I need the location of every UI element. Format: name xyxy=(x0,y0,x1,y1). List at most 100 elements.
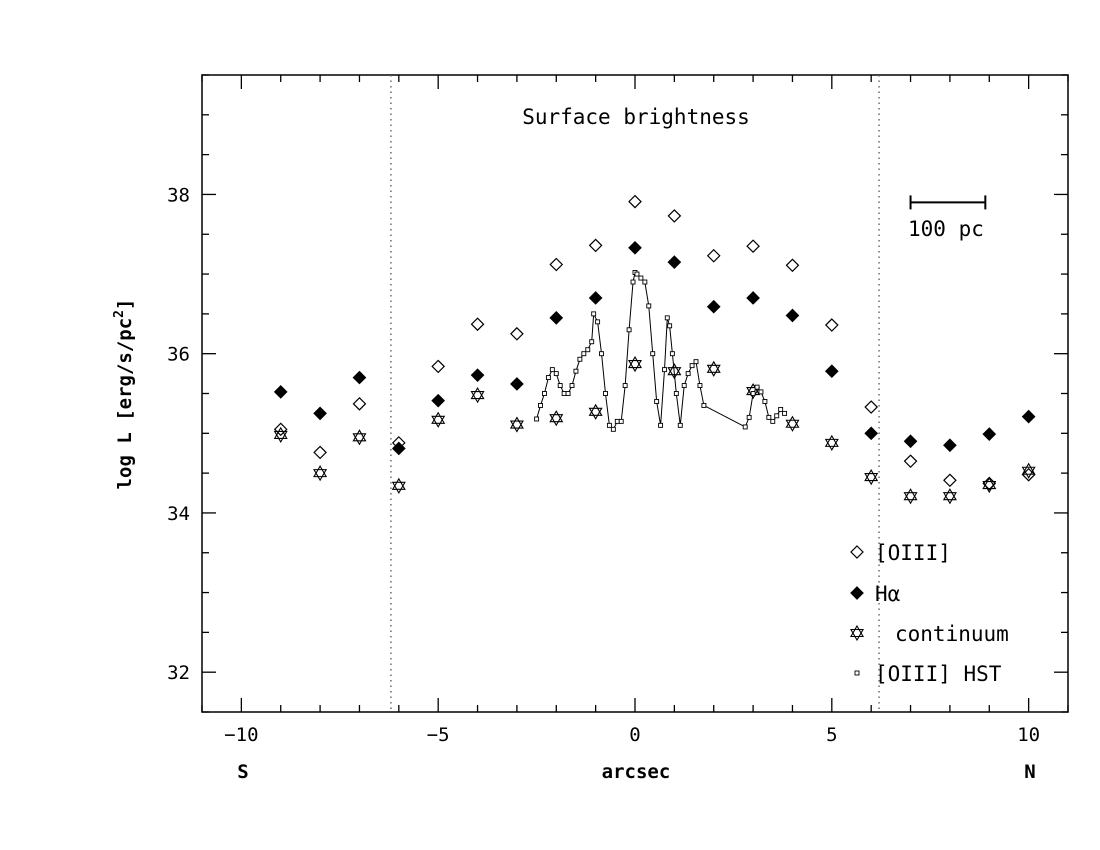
continuum-point xyxy=(864,469,879,486)
hst-point xyxy=(542,391,547,396)
star-triangle xyxy=(849,628,865,642)
star-triangle xyxy=(982,481,997,494)
continuum-point xyxy=(391,477,406,494)
continuum-point xyxy=(942,488,957,505)
star-triangle xyxy=(849,624,865,638)
axis-ticks xyxy=(201,74,1069,713)
continuum-point xyxy=(313,465,328,482)
hst-point xyxy=(701,402,707,408)
halpha-point xyxy=(313,406,327,421)
hst-point xyxy=(622,383,628,388)
oiii-point xyxy=(431,359,446,374)
halpha-point xyxy=(431,393,446,408)
legend-continuum-icon xyxy=(849,624,865,642)
star-triangle xyxy=(942,492,957,505)
hst-point xyxy=(774,413,780,419)
continuum-point xyxy=(470,386,485,404)
x-tick-label: −10 xyxy=(224,724,258,746)
star-triangle xyxy=(627,355,643,369)
star-triangle xyxy=(509,416,524,429)
halpha-point xyxy=(628,240,642,255)
hst-point xyxy=(770,418,776,424)
continuum-point xyxy=(509,416,524,433)
hst-point xyxy=(762,399,768,404)
y-tick-label: 32 xyxy=(167,662,190,684)
hst-point xyxy=(630,279,636,285)
continuum-point xyxy=(667,363,682,380)
hst-point xyxy=(746,414,752,420)
hst-point xyxy=(577,356,583,362)
halpha-point xyxy=(667,255,682,269)
hst-point xyxy=(664,315,670,321)
hst-point xyxy=(654,399,660,404)
halpha-point xyxy=(864,426,879,441)
oiii-point xyxy=(549,257,564,272)
hst-point xyxy=(766,414,772,420)
continuum-point xyxy=(352,429,367,446)
x-axis-label: arcsec xyxy=(602,761,671,783)
hst-point xyxy=(603,391,608,396)
legend: [OIII] Hα continuum [OIII] HST xyxy=(849,541,1009,686)
star-triangle xyxy=(391,477,406,490)
star-triangle xyxy=(352,433,367,446)
star-triangle xyxy=(273,426,288,439)
oiii-point xyxy=(352,397,367,411)
hst-point xyxy=(667,323,673,329)
x-tick-label: 5 xyxy=(826,724,837,746)
star-triangle xyxy=(588,403,603,416)
star-triangle xyxy=(982,476,997,490)
legend-hst-icon xyxy=(854,670,860,676)
hst-point xyxy=(610,426,616,432)
star-triangle xyxy=(549,410,564,423)
continuum-point xyxy=(627,355,643,373)
star-triangle xyxy=(864,469,879,482)
y-tick-label: 38 xyxy=(167,184,190,206)
halpha-point xyxy=(391,441,406,456)
continuum-point xyxy=(1021,462,1036,479)
oiii-point xyxy=(785,258,800,273)
halpha-point xyxy=(588,291,603,305)
hst-point xyxy=(750,391,756,396)
continuum-point xyxy=(824,434,839,451)
star-triangle xyxy=(746,387,761,400)
x-tick-labels: −10 −5 0 5 10 xyxy=(224,724,1040,746)
halpha-point xyxy=(1021,409,1036,424)
continuum-point xyxy=(982,476,997,494)
star-triangle xyxy=(785,415,800,428)
hst-point xyxy=(758,389,764,395)
oiii-point xyxy=(864,400,879,414)
star-triangle xyxy=(588,407,603,420)
star-triangle xyxy=(903,492,918,505)
hst-point xyxy=(642,279,648,285)
oiii-point xyxy=(510,326,524,341)
x-end-label-north: N xyxy=(1024,761,1035,783)
x-tick-label: 0 xyxy=(629,724,640,746)
hst-point xyxy=(650,351,656,357)
oiii-point xyxy=(706,248,721,263)
oiii-point xyxy=(588,238,603,253)
star-triangle xyxy=(942,488,957,501)
continuum-point xyxy=(549,410,564,427)
hst-point xyxy=(693,359,699,365)
star-triangle xyxy=(273,430,288,444)
continuum-point xyxy=(431,411,446,428)
hst-point xyxy=(685,371,691,377)
hst-point xyxy=(754,384,760,390)
x-tick-label: −5 xyxy=(427,724,450,746)
star-triangle xyxy=(627,359,643,373)
hst-point xyxy=(658,422,664,428)
continuum-point xyxy=(903,488,918,505)
hst-point xyxy=(634,271,640,277)
y-tick-label: 34 xyxy=(167,503,190,525)
legend-label: [OIII] xyxy=(875,541,951,565)
plot-frame xyxy=(201,74,1069,713)
scale-bar-label: 100 pc xyxy=(908,217,984,241)
star-triangle xyxy=(903,488,918,501)
oiii-point xyxy=(313,445,327,460)
oiii-point xyxy=(667,209,682,223)
halpha-point xyxy=(470,368,485,383)
hst-point xyxy=(677,422,683,428)
hst-point xyxy=(581,351,587,357)
star-triangle xyxy=(824,434,839,447)
